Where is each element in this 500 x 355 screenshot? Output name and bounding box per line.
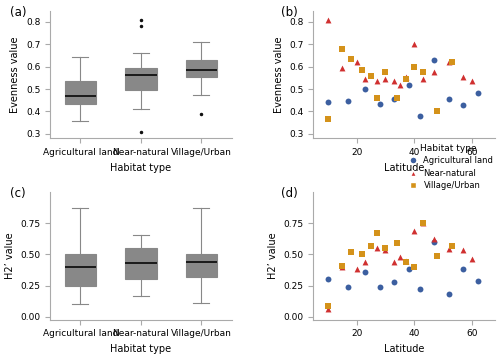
Point (445, 59, 453, 65)
Point (419, 69, 427, 75)
Point (324, 303, 332, 308)
Text: (b): (b) (280, 6, 297, 18)
Point (430, 57, 438, 63)
X-axis label: Habitat type: Habitat type (110, 344, 172, 354)
Point (358, 67, 366, 73)
X-axis label: Latitude: Latitude (384, 344, 424, 354)
Point (390, 279, 398, 285)
Point (410, 264, 418, 270)
Text: (c): (c) (10, 187, 26, 200)
Point (402, 258, 409, 264)
Point (445, 96, 453, 102)
Point (430, 239, 438, 245)
Point (393, 95, 401, 101)
Point (324, 100, 332, 105)
Point (362, 86, 370, 92)
Point (396, 82, 404, 87)
Point (445, 292, 453, 297)
Point (373, 78, 381, 84)
PathPatch shape (64, 81, 96, 104)
Point (430, 236, 438, 242)
Point (390, 78, 398, 84)
Point (402, 259, 409, 265)
PathPatch shape (64, 254, 96, 286)
Point (419, 220, 427, 226)
Point (324, 306, 332, 312)
Point (324, 17, 332, 22)
PathPatch shape (125, 247, 156, 279)
Point (474, 279, 482, 284)
Text: (d): (d) (280, 187, 297, 200)
Point (376, 101, 384, 106)
Y-axis label: Evenness value: Evenness value (274, 36, 283, 113)
Point (468, 78, 476, 84)
Point (358, 252, 366, 257)
Point (324, 277, 332, 282)
Point (396, 254, 404, 260)
Point (347, 56, 355, 62)
Point (448, 243, 456, 248)
Point (416, 286, 424, 292)
X-axis label: Latitude: Latitude (384, 163, 424, 173)
Point (338, 46, 346, 51)
Point (460, 247, 468, 253)
Point (352, 267, 360, 272)
Point (416, 113, 424, 119)
Point (445, 246, 453, 252)
Y-axis label: H2’ value: H2’ value (4, 233, 15, 279)
Point (382, 247, 390, 253)
Point (382, 245, 390, 251)
Point (324, 116, 332, 122)
Point (448, 59, 456, 65)
PathPatch shape (186, 60, 217, 77)
Point (362, 76, 370, 82)
Point (376, 284, 384, 290)
Point (390, 96, 398, 102)
Point (434, 109, 442, 114)
Point (410, 42, 418, 47)
Point (404, 267, 412, 272)
Point (338, 264, 346, 270)
Point (393, 240, 401, 245)
Point (338, 65, 346, 71)
Point (373, 245, 381, 251)
Point (402, 76, 409, 82)
Point (352, 59, 360, 65)
PathPatch shape (125, 68, 156, 90)
Point (362, 259, 370, 265)
Point (390, 259, 398, 265)
Point (419, 76, 427, 82)
Point (474, 91, 482, 96)
Point (460, 102, 468, 108)
Point (347, 249, 355, 255)
Point (338, 263, 346, 269)
X-axis label: Habitat type: Habitat type (110, 163, 172, 173)
Point (468, 257, 476, 262)
Y-axis label: H2’ value: H2’ value (268, 233, 278, 279)
Point (410, 229, 418, 234)
Point (460, 74, 468, 80)
Point (382, 69, 390, 75)
Point (367, 243, 375, 248)
Point (344, 98, 352, 104)
Point (367, 73, 375, 78)
Legend: Agricultural land, Near-natural, Village/Urban: Agricultural land, Near-natural, Village… (402, 141, 496, 192)
Text: (a): (a) (10, 6, 26, 18)
PathPatch shape (186, 254, 217, 277)
Point (362, 269, 370, 275)
Point (402, 74, 409, 80)
Point (404, 82, 412, 87)
Point (382, 76, 390, 82)
Point (410, 64, 418, 70)
Point (373, 230, 381, 235)
Point (430, 69, 438, 75)
Point (419, 220, 427, 226)
Point (373, 95, 381, 101)
Point (344, 284, 352, 290)
Point (434, 253, 442, 259)
Point (460, 267, 468, 272)
Y-axis label: Evenness value: Evenness value (10, 36, 20, 113)
